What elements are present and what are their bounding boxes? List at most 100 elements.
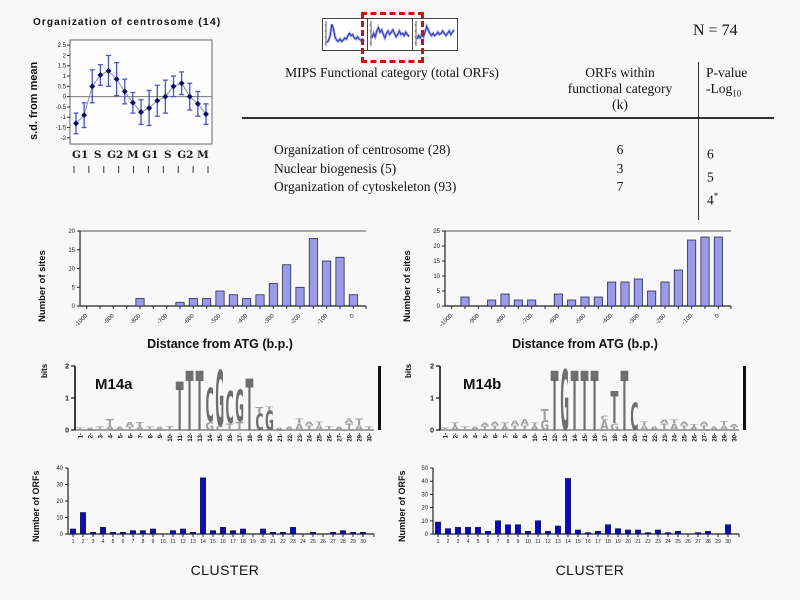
svg-text:0: 0 <box>437 304 441 310</box>
svg-text:26-: 26- <box>693 433 699 442</box>
svg-text:-1: -1 <box>61 115 67 121</box>
svg-text:T: T <box>670 419 680 424</box>
svg-text:-800: -800 <box>130 313 143 326</box>
svg-text:S: S <box>164 149 172 161</box>
svg-text:T: T <box>245 365 254 447</box>
svg-text:15-: 15- <box>583 433 589 442</box>
svg-text:T: T <box>135 420 144 428</box>
svg-text:G: G <box>205 421 214 433</box>
svg-text:29: 29 <box>715 539 721 545</box>
svg-text:12-: 12- <box>188 433 194 442</box>
svg-text:-1000: -1000 <box>439 313 455 329</box>
svg-text:2: 2 <box>447 539 450 545</box>
sites-a-x-axis-title: Distance from ATG (b.p.) <box>147 337 293 351</box>
svg-text:20: 20 <box>433 244 440 250</box>
svg-text:A: A <box>650 426 660 431</box>
svg-text:11: 11 <box>170 539 175 545</box>
thumbnail-chart-2 <box>367 18 413 51</box>
svg-text:T: T <box>610 383 619 434</box>
svg-text:A: A <box>115 426 125 431</box>
svg-text:5: 5 <box>477 539 480 545</box>
svg-text:A: A <box>105 425 114 431</box>
svg-text:27-: 27- <box>703 433 709 442</box>
svg-text:-500: -500 <box>210 313 223 326</box>
svg-text:-700: -700 <box>156 313 169 326</box>
svg-text:T: T <box>125 426 135 431</box>
svg-text:G2: G2 <box>107 149 123 161</box>
svg-text:T: T <box>700 424 709 432</box>
svg-text:3: 3 <box>457 539 460 545</box>
svg-text:1.5: 1.5 <box>58 64 67 70</box>
svg-text:T: T <box>95 426 105 431</box>
svg-text:T: T <box>500 422 510 427</box>
svg-text:22: 22 <box>280 539 286 545</box>
table-column-category: Organization of centrosome (28) Nuclear … <box>242 119 542 220</box>
svg-text:28: 28 <box>340 539 346 545</box>
mips-table: MIPS Functional category (total ORFs) OR… <box>242 62 774 220</box>
svg-text:1: 1 <box>65 396 69 403</box>
svg-text:A: A <box>490 421 500 426</box>
thumbnail-chart-1 <box>322 18 368 51</box>
svg-text:T: T <box>355 417 364 427</box>
thumbnail-sparkline-2 <box>369 21 411 46</box>
table-header-orfs-line3: (k) <box>612 97 628 112</box>
svg-text:C: C <box>600 414 609 422</box>
svg-text:3: 3 <box>92 539 95 545</box>
svg-text:10: 10 <box>421 519 428 525</box>
svg-text:A: A <box>710 426 720 431</box>
thumbnail-chart-3 <box>412 18 458 51</box>
svg-text:2.5: 2.5 <box>58 43 67 49</box>
svg-text:2-: 2- <box>88 433 94 438</box>
svg-text:M: M <box>127 149 139 161</box>
svg-text:T: T <box>460 426 470 431</box>
svg-text:9-: 9- <box>523 433 529 438</box>
svg-text:3-: 3- <box>98 433 104 438</box>
svg-text:-300: -300 <box>263 313 276 326</box>
orfs-b-x-axis-title: CLUSTER <box>555 562 625 578</box>
svg-text:A: A <box>500 425 509 431</box>
svg-text:6: 6 <box>487 539 490 545</box>
svg-text:A: A <box>520 418 530 427</box>
svg-text:4: 4 <box>467 539 470 545</box>
svg-text:29-: 29- <box>358 433 364 442</box>
svg-text:-2: -2 <box>61 136 67 142</box>
svg-text:20: 20 <box>68 229 75 235</box>
motif-label-m14a: M14a <box>95 376 133 393</box>
svg-text:25-: 25- <box>683 433 689 442</box>
sites-b-y-axis-label: Number of sites <box>402 250 413 322</box>
svg-text:T: T <box>195 355 204 449</box>
svg-text:5: 5 <box>112 539 115 545</box>
svg-text:3-: 3- <box>463 433 469 438</box>
svg-text:26: 26 <box>685 539 691 545</box>
svg-text:2: 2 <box>63 53 67 59</box>
svg-text:6-: 6- <box>493 433 499 438</box>
table-cell-pvalue: 5 <box>707 169 714 185</box>
svg-text:21: 21 <box>270 539 276 545</box>
svg-text:10-: 10- <box>168 433 174 442</box>
svg-text:20: 20 <box>421 506 428 512</box>
svg-text:T: T <box>175 371 184 447</box>
svg-text:30-: 30- <box>368 433 374 442</box>
svg-text:17-: 17- <box>238 433 244 442</box>
svg-text:10: 10 <box>433 274 440 280</box>
svg-text:24: 24 <box>300 539 306 545</box>
svg-text:A: A <box>660 419 670 424</box>
orfs-a-y-axis-label: Number of ORFs <box>31 470 41 542</box>
svg-text:9-: 9- <box>158 433 164 438</box>
motif-label-m14b: M14b <box>463 376 502 393</box>
svg-text:22-: 22- <box>288 433 294 442</box>
svg-text:12: 12 <box>180 539 186 545</box>
svg-text:A: A <box>510 419 519 427</box>
svg-text:T: T <box>145 426 155 431</box>
svg-text:4-: 4- <box>473 433 479 438</box>
svg-text:9: 9 <box>517 539 520 545</box>
svg-text:T: T <box>440 427 450 431</box>
svg-text:30: 30 <box>56 483 63 489</box>
svg-text:15: 15 <box>575 539 581 545</box>
svg-text:-800: -800 <box>495 313 508 326</box>
svg-text:0: 0 <box>63 95 67 101</box>
svg-text:17: 17 <box>595 539 601 545</box>
svg-text:A: A <box>135 426 145 431</box>
